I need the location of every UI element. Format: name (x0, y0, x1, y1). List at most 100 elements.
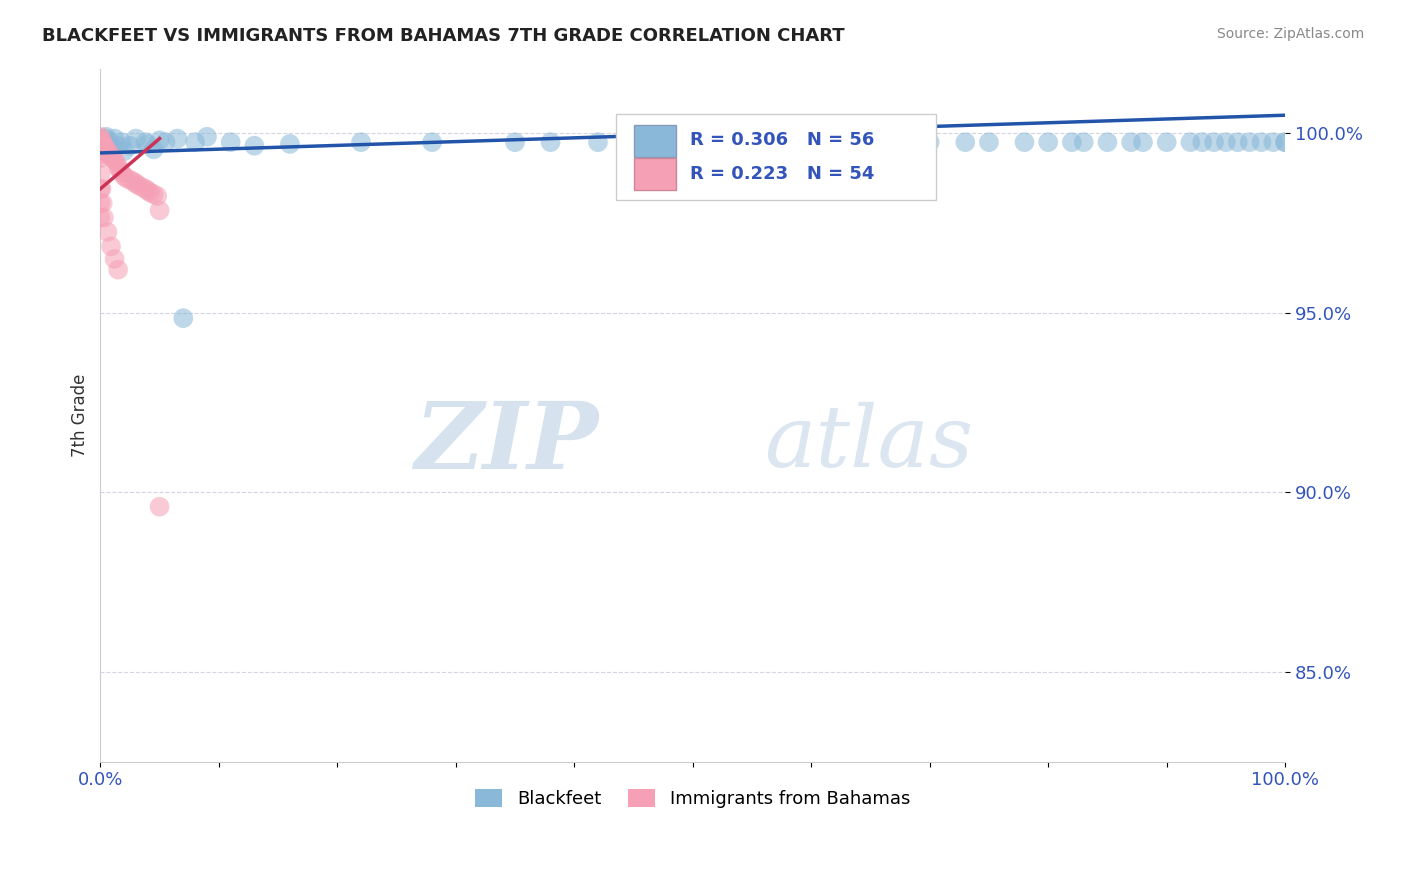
Point (91, 196, 114, 211)
Point (149, 500, 172, 514)
Point (1263, 135, 1285, 149)
Point (89, 131, 111, 145)
Point (1121, 135, 1143, 149)
Point (776, 135, 799, 149)
Point (172, 311, 194, 326)
Point (96, 129, 118, 144)
Point (122, 175, 145, 189)
Point (89, 140, 111, 154)
Point (107, 138, 129, 153)
Point (89, 133, 111, 147)
Point (623, 135, 645, 149)
Point (503, 135, 526, 149)
Point (93, 138, 115, 153)
Point (98, 147, 121, 161)
Point (118, 138, 141, 153)
Point (100, 149, 122, 163)
Point (1073, 135, 1095, 149)
Point (184, 135, 207, 149)
Point (136, 184, 159, 198)
Point (107, 161, 129, 175)
Point (125, 177, 148, 191)
Point (1239, 135, 1261, 149)
Point (1274, 135, 1296, 149)
Point (136, 136, 159, 151)
Point (918, 135, 941, 149)
Point (125, 131, 148, 145)
Point (118, 173, 141, 187)
Point (89, 168, 111, 182)
Point (955, 135, 977, 149)
Point (142, 142, 165, 156)
Point (142, 187, 165, 202)
Text: BLACKFEET VS IMMIGRANTS FROM BAHAMAS 7TH GRADE CORRELATION CHART: BLACKFEET VS IMMIGRANTS FROM BAHAMAS 7TH… (42, 27, 845, 45)
Point (112, 169, 135, 184)
Point (94, 140, 117, 154)
FancyBboxPatch shape (634, 158, 676, 190)
Point (1191, 135, 1213, 149)
Point (800, 135, 823, 149)
Point (1180, 135, 1202, 149)
Point (96, 144, 118, 158)
Point (90, 182, 112, 196)
Text: R = 0.306   N = 56: R = 0.306 N = 56 (690, 131, 875, 149)
Point (134, 135, 156, 149)
Point (98, 135, 121, 149)
Point (90, 140, 112, 154)
Point (1097, 135, 1119, 149)
Point (93, 135, 115, 149)
Point (1250, 135, 1272, 149)
Point (89, 135, 111, 149)
Point (94, 131, 117, 145)
Point (89, 138, 111, 153)
Point (91, 135, 114, 149)
Point (89, 151, 111, 165)
Point (420, 135, 443, 149)
Point (278, 136, 301, 151)
Point (977, 135, 1000, 149)
Point (682, 135, 704, 149)
Point (149, 133, 172, 147)
Point (90, 136, 112, 151)
Point (1226, 135, 1249, 149)
Point (134, 182, 156, 196)
Point (107, 262, 129, 277)
Point (96, 142, 118, 156)
Point (894, 135, 917, 149)
Point (89, 182, 111, 196)
Point (103, 252, 125, 266)
Point (90, 135, 112, 149)
Point (103, 153, 125, 168)
Point (1202, 135, 1225, 149)
Point (146, 189, 169, 203)
Point (149, 203, 172, 218)
Text: Source: ZipAtlas.com: Source: ZipAtlas.com (1216, 27, 1364, 41)
Legend: Blackfeet, Immigrants from Bahamas: Blackfeet, Immigrants from Bahamas (468, 781, 917, 815)
Point (91, 136, 114, 151)
Point (89, 129, 111, 144)
Point (89, 144, 111, 158)
Point (131, 180, 153, 194)
Point (139, 186, 162, 200)
Point (1014, 135, 1036, 149)
Point (166, 131, 188, 145)
Point (115, 171, 138, 186)
Point (219, 135, 242, 149)
Point (1038, 135, 1060, 149)
Point (1274, 135, 1296, 149)
Point (96, 225, 118, 239)
Point (1215, 135, 1237, 149)
Point (127, 178, 149, 193)
Point (89, 147, 111, 161)
Point (97, 145, 120, 160)
Point (104, 155, 127, 169)
Point (540, 135, 562, 149)
Point (195, 129, 218, 144)
Point (100, 138, 122, 153)
Point (1156, 135, 1178, 149)
Point (243, 138, 266, 153)
Point (1060, 135, 1083, 149)
Point (90, 138, 112, 153)
Point (108, 162, 131, 177)
Point (859, 135, 882, 149)
